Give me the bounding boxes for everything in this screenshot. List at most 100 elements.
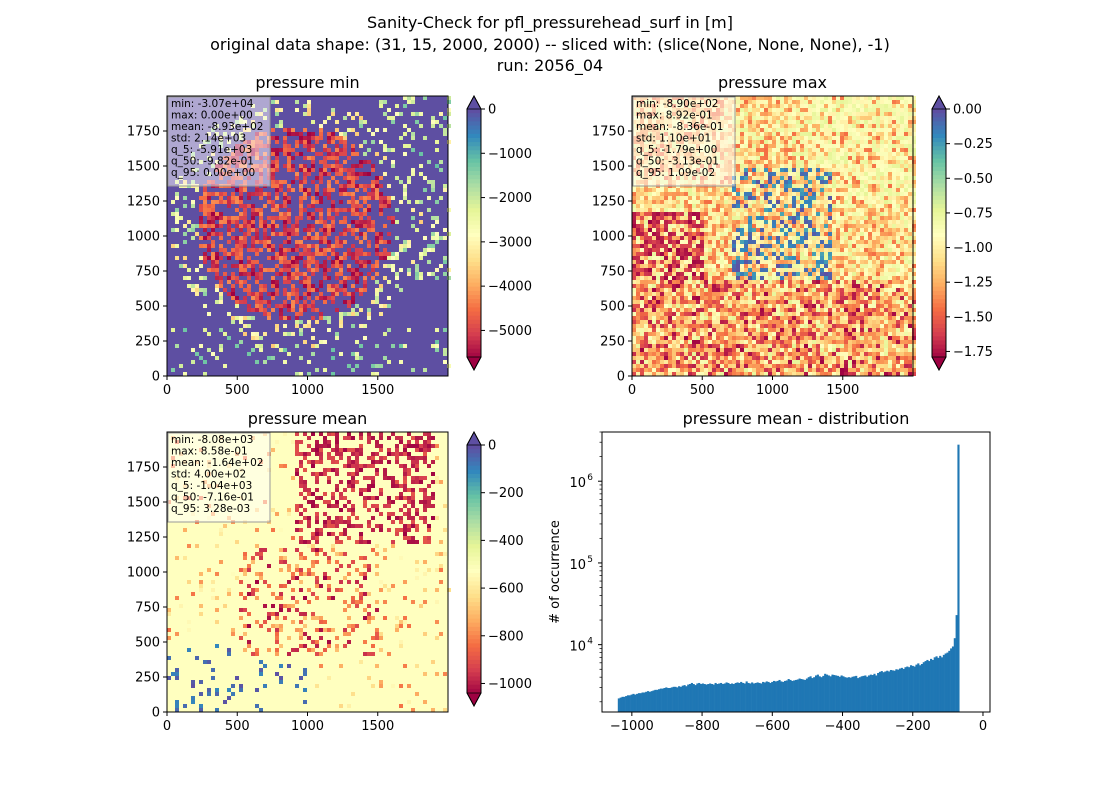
- heatmap-cell: [648, 240, 652, 244]
- heatmap-cell: [447, 268, 451, 272]
- heatmap-cell: [768, 188, 772, 192]
- heatmap-cell: [387, 296, 391, 300]
- heatmap-cell: [904, 176, 908, 180]
- heatmap-cell: [824, 120, 828, 124]
- heatmap-cell: [744, 124, 748, 128]
- heatmap-cell: [736, 252, 740, 256]
- heatmap-cell: [672, 228, 676, 232]
- heatmap-cell: [844, 152, 848, 156]
- heatmap-cell: [852, 156, 856, 160]
- heatmap-cell: [283, 348, 287, 352]
- heatmap-cell: [804, 124, 808, 128]
- heatmap-cell: [235, 300, 239, 304]
- heatmap-cell: [816, 244, 820, 248]
- heatmap-cell: [844, 196, 848, 200]
- heatmap-cell: [856, 232, 860, 236]
- heatmap-cell: [804, 152, 808, 156]
- heatmap-cell: [279, 212, 283, 216]
- colorbar-segment: [467, 241, 481, 246]
- heatmap-cell: [287, 308, 291, 312]
- heatmap-cell: [680, 196, 684, 200]
- colorbar-segment: [467, 150, 481, 156]
- heatmap-cell: [668, 188, 672, 192]
- heatmap-cell: [780, 260, 784, 264]
- heatmap-cell: [792, 204, 796, 208]
- heatmap-cell: [776, 124, 780, 128]
- heatmap-cell: [836, 252, 840, 256]
- heatmap-cell: [792, 116, 796, 120]
- heatmap-cell: [824, 232, 828, 236]
- heatmap-cell: [295, 288, 299, 292]
- heatmap-cell: [251, 260, 255, 264]
- heatmap-cell: [896, 260, 900, 264]
- y-tick-label: 1750: [127, 125, 160, 140]
- heatmap-cell: [359, 292, 363, 296]
- heatmap-cell: [912, 112, 916, 116]
- heatmap-cell: [912, 236, 916, 240]
- heatmap-cell: [796, 244, 800, 248]
- heatmap-cell: [660, 196, 664, 200]
- heatmap-cell: [852, 192, 856, 196]
- heatmap-cell: [736, 264, 740, 268]
- heatmap-cell: [848, 212, 852, 216]
- heatmap-cell: [736, 128, 740, 132]
- heatmap-cell: [632, 240, 636, 244]
- heatmap-cell: [776, 192, 780, 196]
- heatmap-cell: [876, 244, 880, 248]
- heatmap-cell: [215, 356, 219, 360]
- heatmap-cell: [684, 212, 688, 216]
- heatmap-cell: [780, 224, 784, 228]
- heatmap-cell: [780, 268, 784, 272]
- heatmap-cell: [203, 244, 207, 248]
- heatmap-cell: [820, 104, 824, 108]
- heatmap-cell: [335, 212, 339, 216]
- heatmap-cell: [375, 128, 379, 132]
- heatmap-cell: [888, 268, 892, 272]
- heatmap-cell: [311, 132, 315, 136]
- heatmap-cell: [752, 116, 756, 120]
- heatmap-cell: [664, 264, 668, 268]
- heatmap-cell: [656, 260, 660, 264]
- heatmap-cell: [215, 212, 219, 216]
- heatmap-cell: [207, 192, 211, 196]
- heatmap-cell: [864, 164, 868, 168]
- heatmap-cell: [680, 272, 684, 276]
- heatmap-cell: [912, 180, 916, 184]
- heatmap-cell: [339, 152, 343, 156]
- heatmap-cell: [888, 272, 892, 276]
- heatmap-cell: [820, 224, 824, 228]
- heatmap-cell: [351, 308, 355, 312]
- heatmap-cell: [407, 272, 411, 276]
- heatmap-cell: [447, 100, 451, 104]
- heatmap-cell: [203, 196, 207, 200]
- heatmap-cell: [427, 160, 431, 164]
- heatmap-cell: [884, 176, 888, 180]
- heatmap-cell: [868, 148, 872, 152]
- heatmap-cell: [820, 108, 824, 112]
- heatmap-cell: [680, 204, 684, 208]
- heatmap-cell: [379, 236, 383, 240]
- heatmap-cell: [792, 184, 796, 188]
- heatmap-cell: [900, 220, 904, 224]
- heatmap-cell: [828, 216, 832, 220]
- heatmap-cell: [768, 276, 772, 280]
- heatmap-cell: [375, 176, 379, 180]
- heatmap-cell: [828, 108, 832, 112]
- heatmap-cell: [740, 160, 744, 164]
- heatmap-cell: [904, 100, 908, 104]
- heatmap-cell: [824, 220, 828, 224]
- heatmap-cell: [888, 132, 892, 136]
- heatmap-cell: [784, 132, 788, 136]
- heatmap-cell: [680, 248, 684, 252]
- heatmap-cell: [343, 256, 347, 260]
- heatmap-cell: [848, 156, 852, 160]
- heatmap-cell: [872, 188, 876, 192]
- heatmap-cell: [736, 148, 740, 152]
- heatmap-cell: [748, 280, 752, 284]
- heatmap-cell: [271, 244, 275, 248]
- heatmap-cell: [756, 116, 760, 120]
- heatmap-cell: [407, 180, 411, 184]
- heatmap-cell: [648, 252, 652, 256]
- heatmap-cell: [379, 240, 383, 244]
- heatmap-cell: [880, 140, 884, 144]
